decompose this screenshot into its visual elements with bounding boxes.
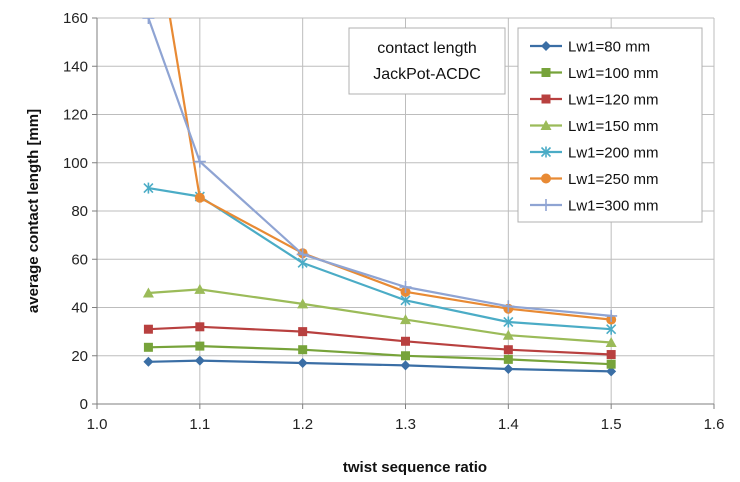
- series-line: [148, 187, 612, 331]
- legend-label: Lw1=80 mm: [568, 39, 650, 56]
- data-point: [401, 336, 410, 346]
- y-tick-label: 120: [63, 107, 88, 124]
- data-point: [605, 309, 618, 322]
- annotation-line: JackPot-ACDC: [373, 66, 481, 83]
- legend-marker: [540, 199, 552, 211]
- x-tick-label: 1.3: [395, 416, 416, 433]
- data-point: [194, 355, 205, 366]
- x-tick-label: 1.6: [704, 416, 725, 433]
- data-point: [606, 323, 617, 335]
- data-point: [296, 248, 309, 261]
- legend-label: Lw1=250 mm: [568, 171, 658, 188]
- series-line: [148, 359, 612, 373]
- data-point: [503, 354, 513, 364]
- x-axis-title: twist sequence ratio: [343, 459, 487, 476]
- x-tick-label: 1.4: [498, 416, 519, 433]
- y-axis-title: average contact length [mm]: [25, 109, 42, 313]
- legend-item: Lw1=120 mm: [530, 92, 658, 109]
- legend-label: Lw1=200 mm: [568, 145, 658, 162]
- y-tick-label: 20: [71, 348, 88, 365]
- data-point: [503, 316, 514, 328]
- annotation-line: contact length: [377, 40, 477, 57]
- y-tick-label: 0: [80, 396, 88, 413]
- data-point: [606, 359, 616, 369]
- legend-item: Lw1=150 mm: [530, 118, 658, 135]
- data-point: [195, 341, 205, 351]
- series-2: [143, 341, 616, 369]
- data-point: [142, 287, 154, 298]
- data-point: [195, 322, 205, 332]
- data-point: [399, 280, 412, 293]
- data-point: [503, 364, 514, 375]
- data-point: [143, 356, 154, 367]
- legend-item: Lw1=80 mm: [530, 39, 650, 56]
- series-lines: [142, 18, 618, 377]
- annotation-box: contact length JackPot-ACDC: [348, 27, 506, 95]
- legend-label: Lw1=100 mm: [568, 65, 658, 82]
- x-tick-label: 1.1: [189, 416, 210, 433]
- legend-marker: [541, 41, 551, 51]
- series-line: [148, 288, 612, 344]
- axes: 0 20 40 60 80 100 120 140 160 1.0 1.1 1.2 1.3 1.4 1.5 1…: [63, 10, 724, 433]
- data-point: [400, 360, 411, 371]
- series-line: [168, 18, 612, 321]
- series-1: [143, 355, 617, 377]
- data-point: [297, 357, 308, 368]
- data-point: [502, 329, 514, 340]
- data-point: [298, 345, 308, 355]
- x-tick-label: 1.2: [292, 416, 313, 433]
- data-point: [502, 300, 515, 313]
- y-tick-label: 60: [71, 251, 88, 268]
- series-line: [147, 18, 612, 317]
- data-point: [142, 18, 155, 24]
- x-tick-label: 1.0: [87, 416, 108, 433]
- legend: Lw1=80 mm Lw1=100 mm Lw1=120 mm Lw1=150 mm L…: [517, 27, 703, 223]
- y-tick-label: 100: [63, 155, 88, 172]
- legend-marker: [541, 68, 551, 77]
- legend-label: Lw1=120 mm: [568, 92, 658, 109]
- data-point: [143, 342, 153, 352]
- series-7: [142, 18, 618, 322]
- data-point: [606, 366, 617, 377]
- data-point: [297, 298, 309, 309]
- data-point: [193, 155, 206, 168]
- y-tick-label: 80: [71, 203, 88, 220]
- x-tick-label: 1.5: [601, 416, 622, 433]
- legend-item: Lw1=250 mm: [530, 171, 658, 188]
- data-point: [298, 327, 308, 337]
- data-point: [606, 350, 616, 360]
- legend-item: Lw1=100 mm: [530, 65, 658, 82]
- data-point: [194, 192, 205, 203]
- legend-marker: [540, 120, 552, 130]
- annotation-frame: [348, 27, 506, 95]
- y-tick-label: 160: [63, 10, 88, 27]
- series-3: [143, 322, 616, 360]
- legend-item: Lw1=300 mm: [530, 198, 658, 215]
- legend-item: Lw1=200 mm: [530, 145, 658, 162]
- legend-label: Lw1=300 mm: [568, 198, 658, 215]
- series-line: [148, 325, 612, 356]
- legend-marker: [541, 173, 551, 184]
- data-point: [143, 324, 153, 334]
- data-point: [605, 336, 617, 347]
- data-point: [400, 314, 411, 325]
- legend-marker: [541, 94, 551, 104]
- data-point: [143, 182, 154, 194]
- y-tick-label: 140: [63, 58, 88, 75]
- data-point: [503, 345, 513, 355]
- y-tick-label: 40: [71, 300, 88, 317]
- data-point: [194, 283, 206, 294]
- data-point: [401, 351, 410, 361]
- series-4: [142, 283, 617, 347]
- series-line: [148, 345, 612, 366]
- legend-label: Lw1=150 mm: [568, 118, 658, 135]
- legend-marker: [540, 146, 552, 158]
